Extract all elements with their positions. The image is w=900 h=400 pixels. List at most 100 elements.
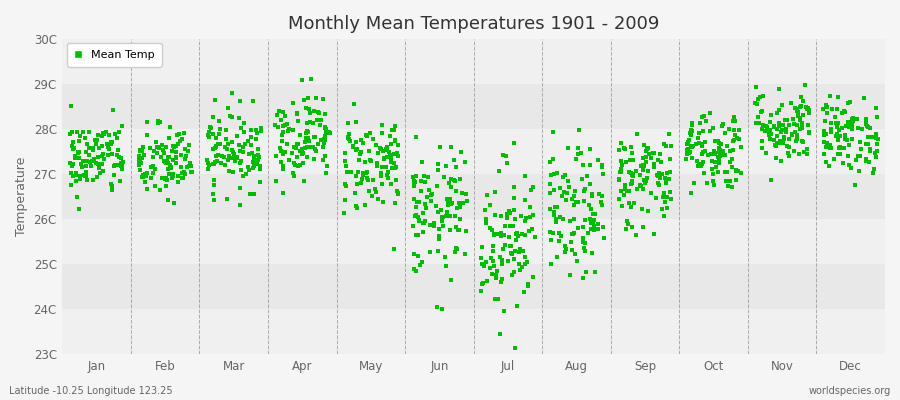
- Point: [707, 151, 722, 158]
- Point: [820, 104, 834, 110]
- Point: [236, 144, 250, 150]
- Point: [763, 128, 778, 134]
- Point: [112, 154, 126, 161]
- Point: [384, 127, 399, 134]
- Point: [307, 133, 321, 140]
- Point: [494, 233, 508, 239]
- Point: [473, 254, 488, 261]
- Point: [79, 169, 94, 176]
- Point: [851, 125, 866, 131]
- Point: [712, 160, 726, 166]
- Point: [407, 182, 421, 188]
- Point: [209, 144, 223, 150]
- Point: [224, 139, 238, 145]
- Point: [74, 160, 88, 167]
- Point: [318, 152, 332, 159]
- Point: [171, 178, 185, 185]
- Point: [486, 258, 500, 264]
- Point: [133, 160, 148, 166]
- Point: [318, 110, 332, 117]
- Point: [794, 94, 808, 100]
- Bar: [62, 309, 885, 354]
- Point: [311, 110, 326, 117]
- Point: [179, 153, 194, 159]
- Point: [419, 194, 434, 200]
- Point: [585, 192, 599, 199]
- Point: [277, 112, 292, 119]
- Point: [408, 213, 422, 220]
- Point: [202, 160, 216, 166]
- Point: [508, 345, 522, 351]
- Point: [233, 185, 248, 191]
- Point: [731, 168, 745, 174]
- Point: [162, 135, 176, 141]
- Point: [785, 131, 799, 137]
- Point: [362, 188, 376, 194]
- Point: [384, 159, 399, 165]
- Point: [408, 179, 422, 186]
- Point: [247, 153, 261, 160]
- Point: [845, 116, 859, 122]
- Point: [183, 160, 197, 166]
- Point: [596, 224, 610, 230]
- Point: [622, 169, 636, 176]
- Point: [410, 253, 425, 260]
- Point: [103, 146, 117, 152]
- Point: [241, 164, 256, 170]
- Point: [431, 209, 446, 215]
- Point: [654, 206, 669, 212]
- Point: [796, 112, 810, 118]
- Point: [232, 160, 247, 166]
- Point: [516, 231, 530, 237]
- Point: [346, 101, 361, 108]
- Point: [169, 154, 184, 160]
- Point: [356, 172, 370, 178]
- Point: [491, 268, 505, 274]
- Point: [717, 169, 732, 175]
- Point: [564, 196, 579, 202]
- Point: [218, 162, 232, 168]
- Point: [405, 223, 419, 229]
- Point: [723, 178, 737, 184]
- Point: [87, 155, 102, 162]
- Point: [767, 123, 781, 130]
- Point: [778, 127, 792, 134]
- Point: [171, 173, 185, 179]
- Point: [859, 156, 873, 162]
- Point: [92, 164, 106, 171]
- Point: [439, 213, 454, 219]
- Point: [220, 104, 235, 111]
- Bar: [62, 219, 885, 264]
- Point: [830, 130, 844, 137]
- Point: [458, 159, 473, 166]
- Point: [626, 200, 641, 206]
- Point: [570, 258, 584, 264]
- Point: [175, 170, 189, 176]
- Point: [158, 159, 172, 166]
- Point: [546, 208, 561, 215]
- Point: [116, 159, 130, 165]
- Point: [165, 174, 179, 180]
- Point: [552, 229, 566, 236]
- Point: [166, 200, 181, 206]
- Point: [774, 129, 788, 135]
- Point: [359, 132, 374, 138]
- Point: [298, 144, 312, 151]
- Point: [378, 164, 392, 170]
- Point: [770, 110, 784, 116]
- Point: [584, 192, 598, 198]
- Point: [338, 181, 353, 188]
- Point: [76, 158, 90, 164]
- Point: [302, 106, 316, 112]
- Point: [777, 136, 791, 142]
- Point: [640, 146, 654, 152]
- Point: [231, 115, 246, 122]
- Point: [276, 166, 291, 172]
- Point: [544, 172, 559, 178]
- Point: [314, 136, 328, 143]
- Point: [486, 232, 500, 238]
- Point: [280, 121, 294, 128]
- Point: [161, 154, 176, 160]
- Point: [563, 239, 578, 246]
- Point: [494, 230, 508, 237]
